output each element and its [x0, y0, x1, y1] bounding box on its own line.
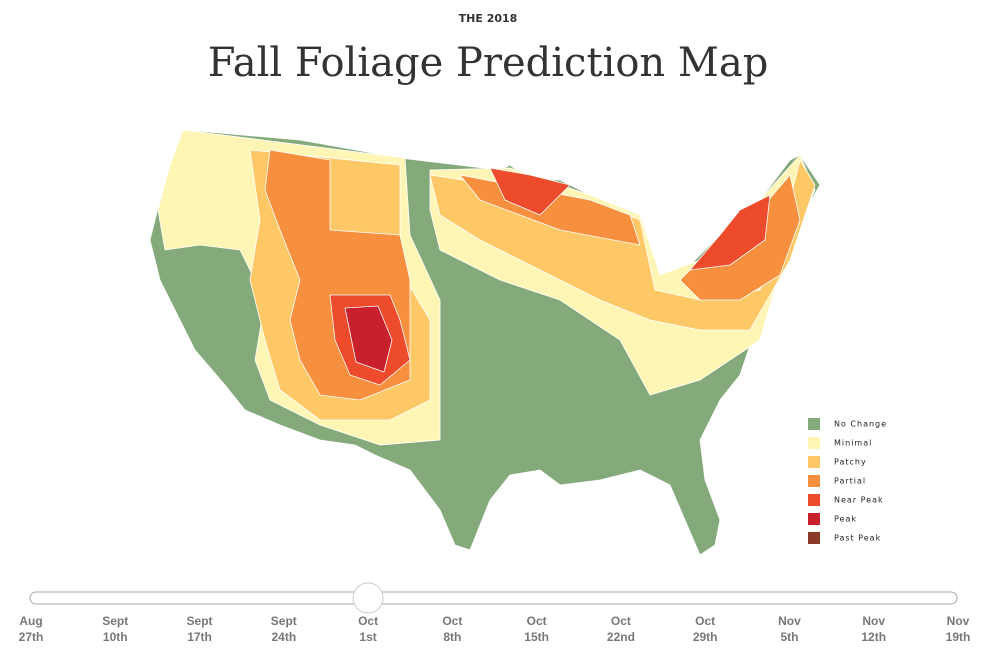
slider[interactable]: Aug 27th Sept 10th Sept 17th Sept 24th Oct 1st Oct…	[19, 582, 971, 644]
legend-label: Partial	[834, 477, 866, 486]
slider-tick-day[interactable]: 24th	[271, 630, 296, 644]
slider-tick-month[interactable]: Nov	[947, 614, 970, 628]
slider-tick-month[interactable]: Oct	[358, 614, 378, 628]
legend-swatch	[808, 475, 820, 487]
slider-tick-day[interactable]: 19th	[946, 630, 971, 644]
legend-swatch	[808, 513, 820, 525]
slider-tick-day[interactable]: 10th	[103, 630, 128, 644]
us-map[interactable]	[149, 129, 821, 556]
slider-tick-day[interactable]: 15th	[524, 630, 549, 644]
legend-swatch	[808, 494, 820, 506]
slider-tick-day[interactable]: 8th	[443, 630, 461, 644]
slider-tick-month[interactable]: Nov	[778, 614, 801, 628]
kicker: THE 2018	[459, 12, 518, 25]
slider-tick-day[interactable]: 29th	[693, 630, 718, 644]
legend-swatch	[808, 418, 820, 430]
legend-label: Peak	[834, 515, 857, 524]
slider-tick-month[interactable]: Nov	[862, 614, 885, 628]
map-region	[344, 305, 393, 373]
slider-tick-month[interactable]: Oct	[695, 614, 715, 628]
slider-tick-day[interactable]: 5th	[780, 630, 798, 644]
slider-tick-month[interactable]: Oct	[442, 614, 462, 628]
slider-tick-day[interactable]: 17th	[187, 630, 212, 644]
map-region	[489, 167, 571, 216]
slider-tick-day[interactable]: 1st	[359, 630, 376, 644]
map-region	[689, 194, 771, 271]
legend-label: Near Peak	[834, 496, 884, 505]
slider-tick-month[interactable]: Sept	[102, 614, 128, 628]
legend-swatch	[808, 437, 820, 449]
slider-tick-month[interactable]: Oct	[611, 614, 631, 628]
legend-swatch	[808, 456, 820, 468]
slider-tick-month[interactable]: Oct	[527, 614, 547, 628]
slider-thumb[interactable]	[352, 582, 384, 614]
slider-tick-day[interactable]: 27th	[19, 630, 44, 644]
legend-label: No Change	[834, 420, 887, 429]
legend: No Change Minimal Patchy Partial Near Peak Pe…	[808, 418, 887, 544]
slider-track[interactable]	[29, 591, 958, 605]
slider-tick-month[interactable]: Aug	[19, 614, 42, 628]
legend-label: Past Peak	[834, 534, 881, 543]
slider-tick-month[interactable]: Sept	[187, 614, 213, 628]
slider-tick-day[interactable]: 22nd	[607, 630, 635, 644]
legend-swatch	[808, 532, 820, 544]
slider-tick-month[interactable]: Sept	[271, 614, 297, 628]
legend-label: Minimal	[834, 439, 872, 448]
title: Fall Foliage Prediction Map	[208, 40, 769, 86]
legend-label: Patchy	[834, 458, 867, 467]
slider-tick-day[interactable]: 12th	[861, 630, 886, 644]
